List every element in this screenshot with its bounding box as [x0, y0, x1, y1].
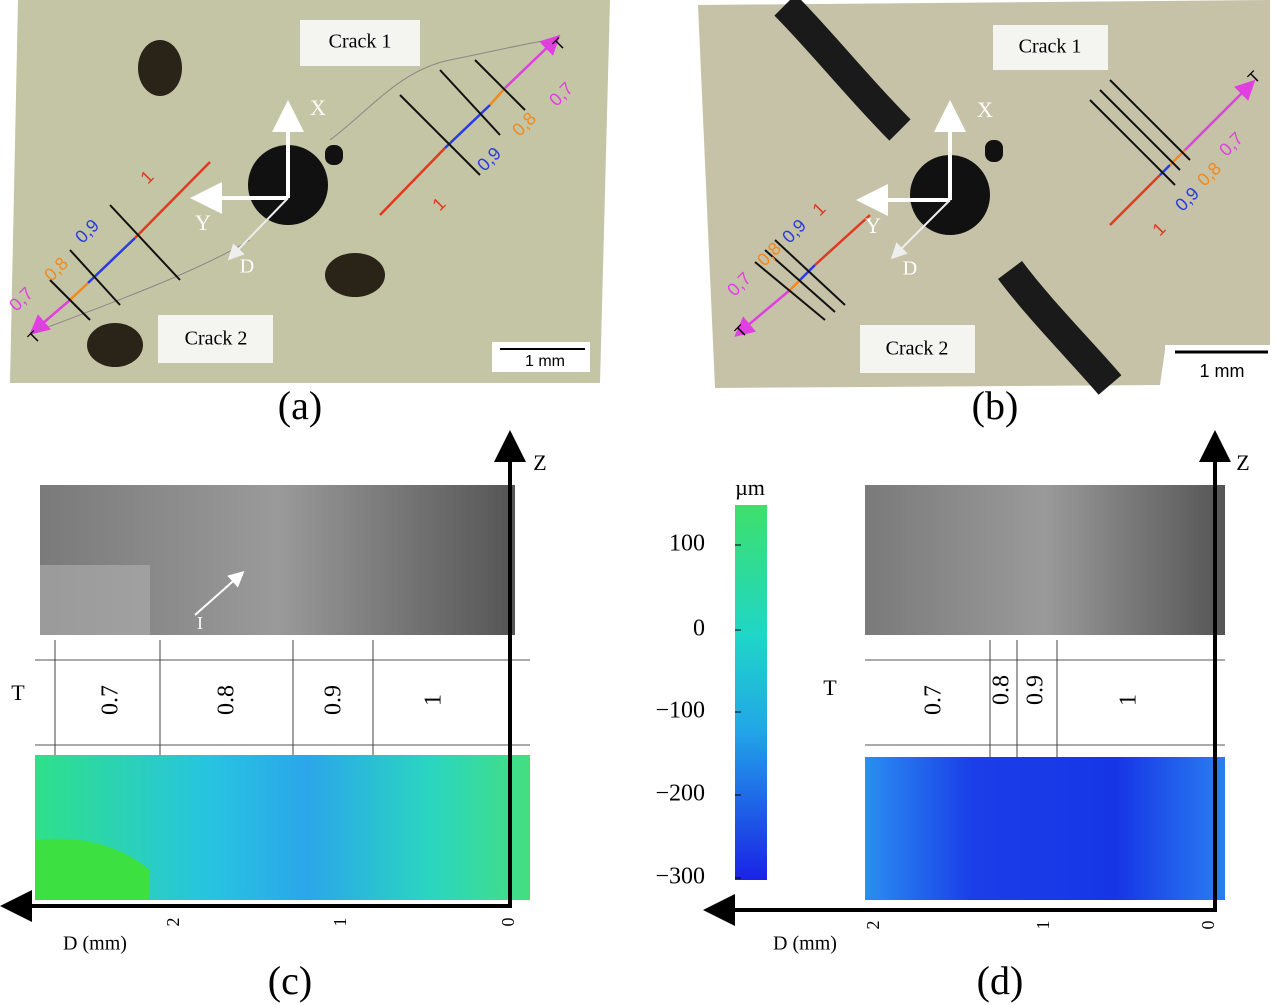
panel-d [715, 442, 1225, 912]
scale-bar-label: 1 mm [1200, 361, 1245, 381]
axis-label: D [240, 256, 254, 278]
axis-label: D [903, 258, 917, 280]
zone-label: 0.8 [214, 685, 240, 715]
colorbar-unit: µm [735, 475, 765, 500]
panel-label: (b) [972, 383, 1019, 428]
colorbar-tick-label: 100 [669, 531, 705, 557]
zone-label: 1 [421, 694, 447, 706]
row-label: T [11, 680, 25, 705]
crack-label: Crack 2 [886, 338, 949, 360]
zone-label: 0.9 [1023, 675, 1049, 705]
axis-label: X [977, 97, 993, 122]
x-tick-label: 0 [1198, 921, 1218, 930]
x-tick-label: 1 [330, 918, 350, 927]
axis-label: D (mm) [773, 933, 837, 955]
scale-bar-label: 1 mm [525, 353, 565, 370]
crack-label: Crack 1 [1019, 36, 1082, 58]
zone-label: 0.7 [98, 685, 124, 715]
crack-label: Crack 1 [329, 31, 392, 53]
colorbar-tick-label: 0 [693, 616, 705, 642]
axis-label: Z [533, 450, 546, 475]
axis-label: Y [865, 213, 881, 238]
zone-label: 0.9 [321, 685, 347, 715]
crack-label: Crack 2 [185, 328, 248, 350]
axis-label: X [310, 95, 326, 120]
image-marker: I [197, 613, 203, 633]
figure: Crack 1Crack 2XYD1 mm10,90,80,7T10,90,80… [0, 0, 1276, 1005]
panel-label: (a) [278, 383, 322, 428]
panel-label: (d) [977, 958, 1024, 1003]
x-tick-label: 2 [863, 921, 883, 930]
zone-label: 0.7 [921, 685, 947, 715]
x-tick-label: 2 [163, 918, 183, 927]
axis-label: Z [1236, 450, 1249, 475]
row-label: T [823, 675, 837, 700]
zone-label: 1 [1116, 694, 1142, 706]
colorbar-tick-label: −300 [655, 864, 705, 890]
micrograph-a [10, 0, 610, 383]
panel-c [12, 442, 530, 908]
colorbar-tick-label: −200 [655, 781, 705, 807]
colorbar [735, 505, 767, 880]
panel-label: (c) [268, 958, 312, 1003]
axis-label: Y [195, 210, 211, 235]
axis-label: D (mm) [63, 933, 127, 955]
x-tick-label: 0 [498, 918, 518, 927]
zone-label: 0.8 [989, 675, 1015, 705]
x-tick-label: 1 [1033, 921, 1053, 930]
colorbar-tick-label: −100 [655, 698, 705, 724]
